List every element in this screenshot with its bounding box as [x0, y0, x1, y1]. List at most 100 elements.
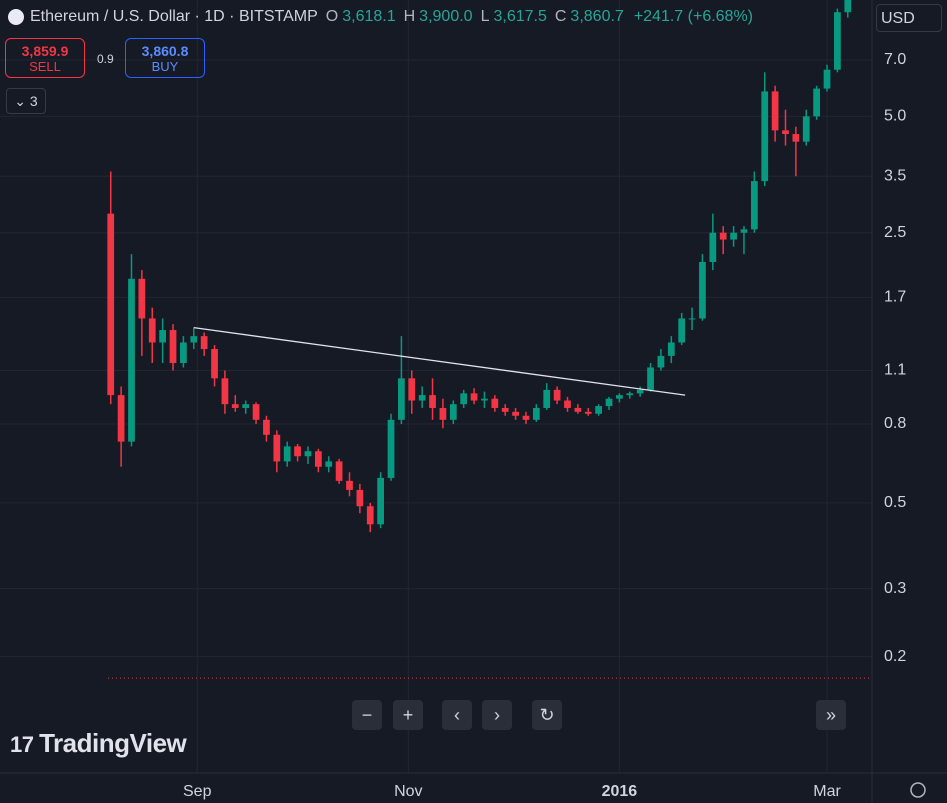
candle-body	[128, 278, 135, 442]
candle-body	[532, 407, 540, 420]
candle-body	[460, 393, 468, 405]
candle-body	[740, 229, 748, 233]
candle-body	[688, 318, 696, 320]
candle-body	[636, 389, 644, 394]
candle-body	[564, 400, 571, 408]
candle-body	[200, 336, 208, 350]
candle-body	[657, 355, 665, 368]
y-tick-label: 0.2	[884, 648, 906, 665]
candle-body	[304, 451, 312, 457]
settings-icon[interactable]	[910, 782, 926, 798]
symbol-icon	[8, 9, 24, 25]
candle-body	[481, 398, 488, 401]
candle-body	[574, 407, 582, 412]
candle-body	[595, 406, 603, 414]
candle-body	[605, 398, 613, 407]
candle-body	[771, 91, 779, 131]
candle-body	[387, 419, 395, 478]
candle-body	[709, 232, 717, 262]
candle-body	[252, 404, 260, 420]
indicators-toggle[interactable]: ⌄ 3	[6, 88, 46, 114]
candle-body	[813, 88, 821, 117]
ohlc-label: H	[403, 8, 416, 25]
sell-label: SELL	[29, 59, 61, 74]
candle-body	[439, 407, 447, 420]
candle-body	[626, 393, 634, 396]
candle-body	[314, 451, 322, 467]
candle-body	[408, 378, 416, 401]
go-to-latest[interactable]: »	[816, 700, 846, 730]
candle-body	[211, 349, 218, 379]
candle-body	[678, 318, 686, 343]
candle-body	[501, 407, 509, 412]
candle-body	[190, 336, 198, 343]
candle-body	[802, 116, 810, 142]
ohlc-value: 3,900.0	[419, 8, 473, 25]
y-tick-label: 0.5	[884, 494, 906, 511]
indicators-count: 3	[29, 93, 38, 109]
y-tick-label: 0.3	[884, 580, 906, 597]
axes: 7.0 5.0 3.5 2.5 1.7 1.1 0.8 0.5 0.3 0.2 Sep Nov 2016…	[183, 51, 906, 800]
y-tick-label: 1.1	[884, 362, 906, 379]
candle-body	[273, 434, 281, 462]
symbol: Ethereum / U.S. Dollar · 1D · BITSTAMP	[30, 8, 318, 25]
brand: TradingView	[39, 728, 187, 758]
candle-body	[834, 12, 841, 70]
zoom-in[interactable]: +	[393, 700, 423, 730]
candle-body	[138, 278, 146, 319]
ohlc-label: C	[554, 8, 567, 25]
candle-body	[335, 461, 343, 481]
spread: 0.9	[97, 52, 114, 66]
y-tick-label: 2.5	[884, 224, 906, 241]
candle-body	[553, 389, 561, 401]
y-tick-label: 7.0	[884, 51, 906, 68]
x-tick-label: 2016	[602, 783, 638, 800]
candle-body	[117, 395, 125, 442]
y-tick-label: 0.8	[884, 415, 906, 432]
y-tick-label: 5.0	[884, 108, 906, 125]
ohlc-label: L	[480, 8, 490, 25]
candle-body	[283, 446, 291, 462]
candle-body	[584, 411, 592, 414]
candle-body	[449, 404, 457, 420]
candle-body	[844, 0, 852, 13]
candle-body	[325, 461, 333, 467]
scroll-right[interactable]: ›	[482, 700, 512, 730]
candle-body	[294, 446, 301, 457]
ohlc-value: 3,860.7	[570, 8, 624, 25]
reset[interactable]: ↻	[532, 700, 562, 730]
candle-body	[263, 419, 270, 435]
buy-button[interactable]: 3,860.8 BUY	[125, 38, 205, 78]
candle-body	[429, 395, 436, 408]
sell-button[interactable]: 3,859.9 SELL	[5, 38, 85, 78]
candle-body	[491, 398, 499, 408]
candle-body	[356, 489, 364, 507]
y-tick-label: 3.5	[884, 167, 906, 184]
candle-body	[366, 506, 374, 525]
candle-body	[616, 395, 623, 399]
candle-body	[647, 367, 654, 390]
ohlc-value: 3,618.1	[342, 8, 396, 25]
zoom-out[interactable]: −	[352, 700, 382, 730]
currency[interactable]: USD	[876, 4, 942, 32]
candle-body	[180, 342, 187, 364]
candle-body	[221, 378, 229, 405]
ohlc-label: O	[325, 8, 339, 25]
candle-body	[823, 69, 831, 89]
candle-body	[782, 130, 789, 135]
candle-body	[159, 330, 167, 343]
candle-body	[242, 404, 250, 408]
candle-body	[107, 213, 115, 396]
buy-label: BUY	[151, 59, 179, 74]
change: +241.7 (+6.68%)	[633, 8, 754, 25]
candle-body	[750, 181, 758, 230]
candle-body	[148, 318, 156, 343]
scroll-left[interactable]: ‹	[442, 700, 472, 730]
ohlc-value: 3,617.5	[493, 8, 547, 25]
x-tick-label: Nov	[394, 783, 422, 800]
brand-logo: 17 TradingView	[10, 728, 187, 758]
sell-price: 3,859.9	[21, 43, 69, 59]
candle-body	[231, 404, 239, 408]
candle-body	[699, 261, 706, 319]
